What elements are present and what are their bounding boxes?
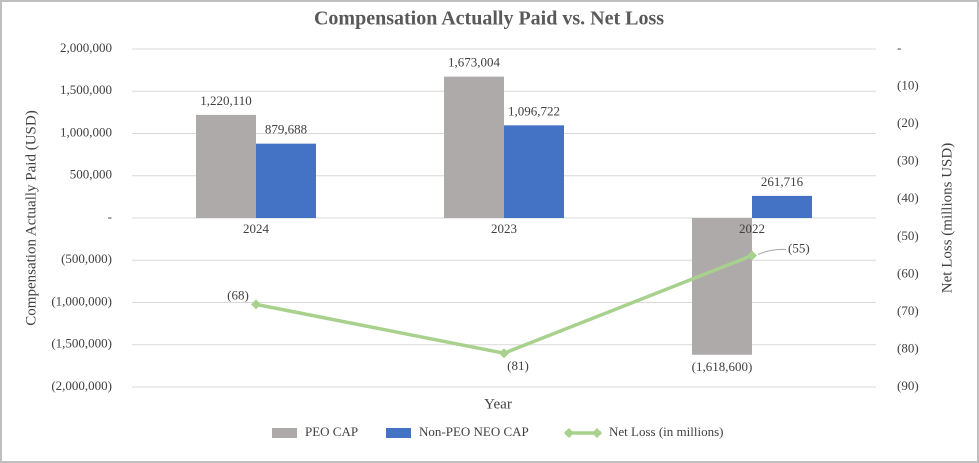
bar — [504, 125, 564, 218]
x-axis-title: Year — [484, 396, 512, 412]
y-tick-label: (1,500,000) — [51, 336, 112, 351]
line-marker — [747, 250, 757, 261]
y-tick-label: 500,000 — [70, 167, 112, 182]
line-marker — [251, 299, 261, 310]
x-tick-label: 2024 — [243, 221, 270, 236]
bar — [256, 143, 316, 218]
bar-value-label: 1,673,004 — [448, 55, 501, 70]
y-axis-title: Compensation Actually Paid (USD) — [23, 110, 39, 325]
legend-marker — [592, 428, 602, 438]
y2-tick-label: (70) — [897, 303, 919, 318]
y-tick-label: (2,000,000) — [51, 378, 112, 393]
y2-tick-label: (90) — [897, 378, 919, 393]
line-value-label: (68) — [227, 287, 249, 302]
legend-label: Non-PEO NEO CAP — [419, 424, 529, 439]
y2-tick-label: (50) — [897, 228, 919, 243]
legend-swatch — [272, 428, 297, 438]
y-tick-label: (1,000,000) — [51, 293, 112, 308]
bar-value-label: 1,220,110 — [200, 93, 252, 108]
y2-tick-label: (40) — [897, 190, 919, 205]
y2-tick-label: (60) — [897, 265, 919, 280]
legend-marker — [564, 428, 574, 438]
y-tick-label: 1,000,000 — [60, 124, 112, 139]
y2-tick-label: (20) — [897, 115, 919, 130]
legend-label: Net Loss (in millions) — [609, 424, 723, 439]
bar-value-label: 879,688 — [265, 122, 307, 137]
legend-swatch — [386, 428, 411, 438]
y-tick-label: - — [108, 209, 112, 224]
bar — [692, 218, 752, 355]
line-marker — [499, 348, 509, 359]
line-value-label: (81) — [507, 358, 529, 373]
y-tick-label: (500,000) — [61, 251, 112, 266]
bar — [196, 114, 256, 218]
bar — [752, 195, 812, 218]
y2-tick-label: (30) — [897, 153, 919, 168]
bar-value-label: 1,096,722 — [508, 103, 560, 118]
chart-title: Compensation Actually Paid vs. Net Loss — [314, 8, 664, 30]
y2-tick-label: - — [897, 40, 901, 55]
bar-value-label: 261,716 — [761, 174, 804, 189]
bar-value-label: (1,618,600) — [692, 359, 753, 374]
y2-tick-label: (10) — [897, 78, 919, 93]
y2-tick-label: (80) — [897, 340, 919, 355]
leader-line — [757, 248, 787, 256]
y2-axis-title: Net Loss (millions USD) — [939, 143, 955, 293]
x-tick-label: 2022 — [739, 221, 765, 236]
bar — [444, 76, 504, 218]
legend-label: PEO CAP — [305, 424, 358, 439]
y-tick-label: 2,000,000 — [60, 40, 112, 55]
x-tick-label: 2023 — [491, 221, 517, 236]
y-tick-label: 1,500,000 — [60, 82, 112, 97]
line-value-label: (55) — [788, 241, 810, 256]
